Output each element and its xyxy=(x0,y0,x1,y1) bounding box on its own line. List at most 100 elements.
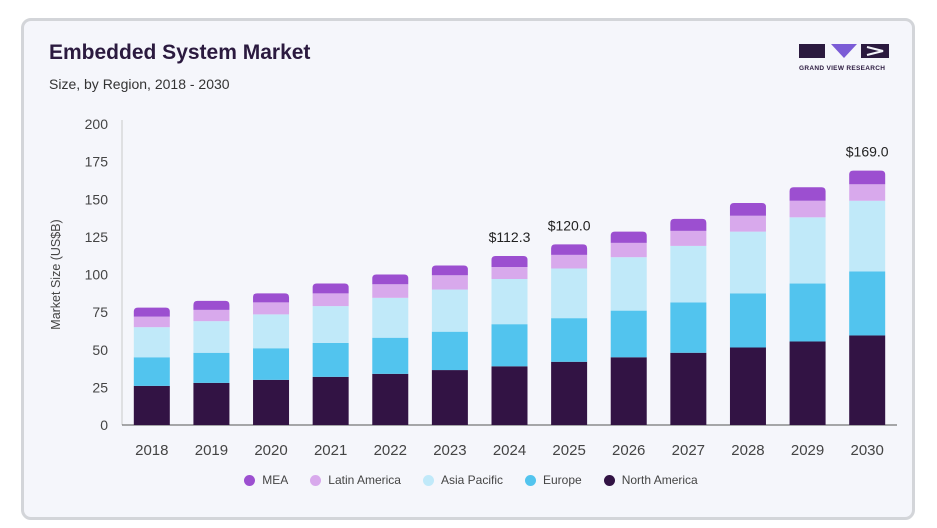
bar-segment-asia-pacific xyxy=(551,268,588,319)
x-tick-label: 2019 xyxy=(195,442,228,459)
bar-segment-asia-pacific xyxy=(789,217,826,284)
x-tick-label: 2023 xyxy=(433,442,466,459)
bar-segment-north-america xyxy=(491,366,528,425)
legend-item: MEA xyxy=(244,473,288,487)
x-tick-label: 2028 xyxy=(731,442,764,459)
bar-segment-latin-america xyxy=(551,254,588,269)
bar-segment-europe xyxy=(551,318,588,362)
bar-segment-latin-america xyxy=(789,200,826,218)
logo-text: GRAND VIEW RESEARCH xyxy=(799,65,886,72)
x-tick-label: 2027 xyxy=(672,442,705,459)
y-tick-label: 150 xyxy=(85,191,109,207)
bar-segment-europe xyxy=(729,293,766,348)
bar-segment-mea xyxy=(133,307,170,317)
bar-segment-north-america xyxy=(372,373,409,425)
bar-segment-asia-pacific xyxy=(253,314,290,349)
legend-item: North America xyxy=(603,473,698,487)
bar-segment-latin-america xyxy=(610,242,647,258)
x-tick-label: 2018 xyxy=(135,442,168,459)
y-tick-label: 200 xyxy=(85,116,109,132)
bar-segment-europe xyxy=(849,271,886,336)
bar-segment-europe xyxy=(789,283,826,342)
legend-label: Asia Pacific xyxy=(440,473,503,487)
x-tick-label: 2026 xyxy=(612,442,645,459)
bar-segment-europe xyxy=(372,337,409,374)
legend-swatch xyxy=(422,474,434,486)
bar-segment-latin-america xyxy=(729,215,766,232)
bar-segment-latin-america xyxy=(133,316,170,328)
chart-subtitle: Size, by Region, 2018 - 2030 xyxy=(49,76,230,92)
y-tick-label: 100 xyxy=(85,267,109,283)
bar-segment-north-america xyxy=(133,385,170,425)
bar-segment-europe xyxy=(133,357,170,386)
bar-segment-europe xyxy=(610,310,647,358)
bar-segment-north-america xyxy=(253,379,290,425)
x-tick-label: 2025 xyxy=(552,442,585,459)
y-tick-label: 75 xyxy=(92,304,108,320)
grand-view-research-logo: GRAND VIEW RESEARCH xyxy=(799,43,891,77)
legend-label: North America xyxy=(621,473,698,487)
y-tick-label: 125 xyxy=(85,229,109,245)
y-axis-label: Market Size (US$B) xyxy=(49,219,63,329)
bar-segment-mea xyxy=(431,265,468,276)
bar-segment-mea xyxy=(372,274,409,285)
legend-label: Latin America xyxy=(328,473,401,487)
y-tick-label: 175 xyxy=(85,154,109,170)
bar-segment-asia-pacific xyxy=(372,297,409,338)
bar-segment-latin-america xyxy=(431,275,468,290)
bar-segment-asia-pacific xyxy=(312,306,349,343)
y-tick-label: 0 xyxy=(100,417,108,433)
bar-segment-north-america xyxy=(551,361,588,425)
bar-segment-latin-america xyxy=(312,293,349,307)
bar-segment-europe xyxy=(312,342,349,377)
bar-segment-mea xyxy=(670,218,707,231)
x-tick-label: 2024 xyxy=(493,442,526,459)
bar-segment-asia-pacific xyxy=(431,289,468,332)
legend-item: Asia Pacific xyxy=(422,473,503,487)
legend-label: MEA xyxy=(262,473,289,487)
bar-segment-latin-america xyxy=(670,230,707,246)
bar-segment-asia-pacific xyxy=(849,200,886,272)
bar-segment-mea xyxy=(729,203,766,216)
bar-segment-north-america xyxy=(431,370,468,425)
bar-segment-asia-pacific xyxy=(729,231,766,294)
legend-swatch xyxy=(244,474,256,486)
bar-segment-europe xyxy=(670,302,707,353)
bar-segment-latin-america xyxy=(372,284,409,298)
bar-segment-mea xyxy=(849,170,886,185)
bar-segment-north-america xyxy=(610,357,647,425)
y-tick-label: 50 xyxy=(92,342,108,358)
x-tick-label: 2029 xyxy=(791,442,824,459)
x-tick-label: 2020 xyxy=(254,442,287,459)
legend-item: Europe xyxy=(525,473,582,487)
legend-swatch xyxy=(603,474,615,486)
x-tick-label: 2030 xyxy=(851,442,884,459)
legend-item: Latin America xyxy=(310,473,401,487)
logo-mark-icon xyxy=(799,44,889,58)
bar-segment-mea xyxy=(610,231,647,243)
chart-title: Embedded System Market xyxy=(49,41,311,64)
bar-segment-north-america xyxy=(670,352,707,425)
bar-segment-north-america xyxy=(789,341,826,425)
legend-label: Europe xyxy=(543,473,582,487)
stacked-bar-chart: 0 25 50 75 100 125 150 175 200 Market Size (US$B)… xyxy=(49,116,897,459)
chart-legend: MEA Latin America Asia Pacific Europe North … xyxy=(24,473,918,487)
bar-segment-europe xyxy=(253,348,290,380)
bar-segment-latin-america xyxy=(253,302,290,315)
bar-segment-mea xyxy=(193,300,230,310)
bar-segment-mea xyxy=(253,293,290,303)
legend-swatch xyxy=(310,474,322,486)
x-tick-label: 2022 xyxy=(374,442,407,459)
bar-segment-latin-america xyxy=(193,309,230,322)
bar-segment-latin-america xyxy=(491,266,528,280)
bar-segment-asia-pacific xyxy=(610,257,647,311)
bar-segment-north-america xyxy=(849,335,886,425)
bar-segment-europe xyxy=(193,352,230,383)
bar-segment-mea xyxy=(789,187,826,201)
bar-segment-north-america xyxy=(193,382,230,425)
bar-segment-asia-pacific xyxy=(193,321,230,353)
bar-total-label: $112.3 xyxy=(489,229,531,245)
bar-segment-asia-pacific xyxy=(491,279,528,325)
bar-segment-europe xyxy=(431,331,468,371)
bar-segment-europe xyxy=(491,324,528,367)
